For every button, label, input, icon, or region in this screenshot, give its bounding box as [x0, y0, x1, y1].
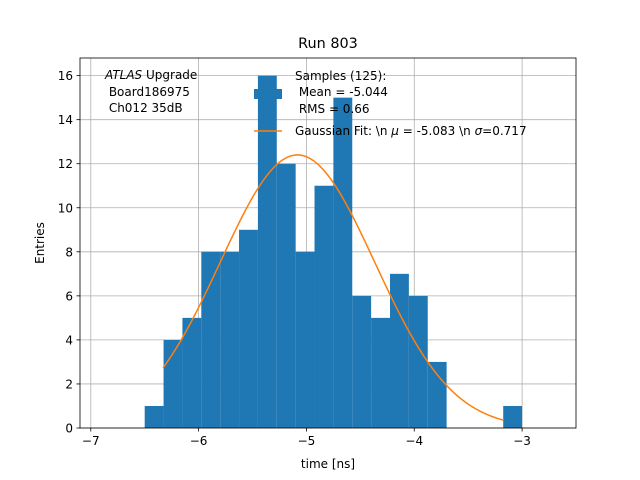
legend-rms: RMS = 0.66	[295, 102, 370, 116]
y-tick-label: 12	[58, 157, 73, 171]
histogram-bar	[352, 295, 372, 428]
x-axis-ticks: −7 −6 −5 −4 −3	[82, 428, 531, 448]
chart-title: Run 803	[298, 36, 358, 52]
legend-fit-sigma-value: =0.717	[482, 124, 526, 138]
annotation-line-1: ATLAS Upgrade	[104, 68, 197, 82]
y-tick-label: 2	[65, 377, 73, 391]
x-tick-label: −3	[513, 434, 531, 448]
x-tick-label: −6	[190, 434, 208, 448]
y-tick-label: 16	[58, 69, 73, 83]
legend-samples-title: Samples (125):	[295, 69, 386, 83]
legend-fit-mu-value: = -5.083 \n	[399, 124, 475, 138]
annotation-upgrade: Upgrade	[142, 68, 197, 82]
x-axis-label: time [ns]	[301, 457, 355, 471]
histogram-bar	[239, 229, 258, 428]
plot-frame	[79, 57, 577, 429]
y-axis-ticks: 0 2 4 6 8 10 12 14 16	[58, 69, 80, 436]
histogram-bar	[201, 251, 221, 428]
x-tick-label: −7	[82, 434, 100, 448]
histogram-bar	[314, 185, 334, 428]
legend: Samples (125): Mean = -5.044 RMS = 0.66 …	[254, 69, 527, 138]
histogram-bar	[390, 273, 409, 428]
x-tick-label: −4	[405, 434, 423, 448]
atlas-annotation: ATLAS Upgrade Board186975 Ch012 35dB	[104, 68, 197, 115]
legend-fit-prefix: Gaussian Fit: \n	[295, 124, 391, 138]
histogram-bar	[182, 317, 202, 428]
y-tick-label: 10	[58, 201, 73, 215]
legend-fit-mu-symbol: μ	[390, 124, 399, 138]
y-tick-label: 6	[65, 289, 73, 303]
histogram-bar	[295, 251, 315, 428]
annotation-line-3: Ch012 35dB	[105, 101, 183, 115]
legend-mean: Mean = -5.044	[295, 85, 388, 99]
histogram-bar	[163, 339, 183, 428]
histogram-bar	[220, 251, 240, 428]
legend-fit-sigma-symbol: σ	[475, 124, 483, 138]
y-axis-label: Entries	[33, 222, 47, 264]
annotation-line-2: Board186975	[105, 85, 190, 99]
y-tick-label: 4	[65, 333, 73, 347]
y-tick-label: 14	[58, 113, 73, 127]
histogram-bar	[408, 295, 428, 428]
histogram-bar	[427, 361, 447, 428]
histogram-bar	[371, 317, 390, 428]
annotation-atlas: ATLAS	[104, 68, 143, 82]
legend-samples-patch	[254, 89, 282, 99]
gaussian-fit-curve	[162, 154, 504, 421]
histogram-bar	[503, 405, 523, 428]
histogram-bar	[276, 163, 296, 428]
y-tick-label: 0	[65, 422, 73, 436]
x-tick-label: −5	[298, 434, 316, 448]
histogram-bar	[257, 75, 277, 428]
y-tick-label: 8	[65, 245, 73, 259]
legend-fit-label: Gaussian Fit: \n μ = -5.083 \n σ=0.717	[295, 124, 527, 138]
histogram-bars	[144, 75, 523, 429]
histogram-bar	[333, 97, 353, 429]
histogram-bar	[144, 405, 164, 428]
